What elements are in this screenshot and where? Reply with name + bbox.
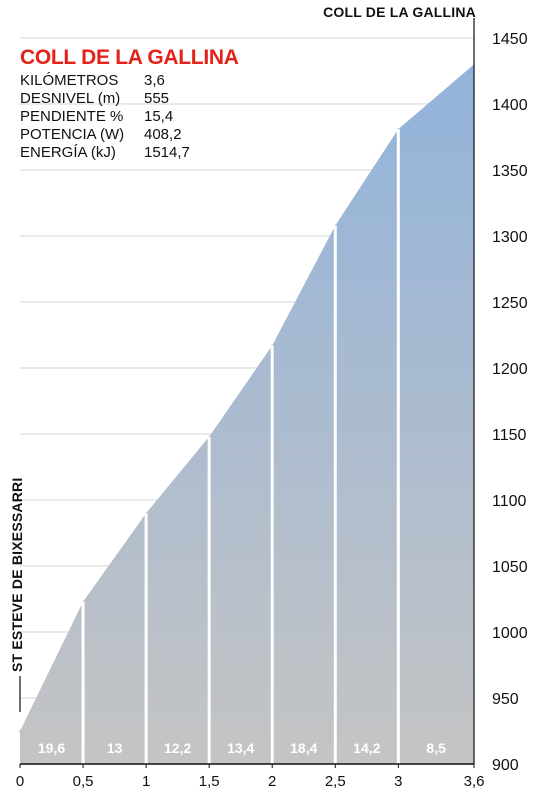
segment-gradient-label: 18,4 [290, 740, 317, 756]
y-tick-label: 1100 [492, 493, 527, 510]
stat-row: PENDIENTE % 15,4 [20, 108, 239, 126]
x-tick-label: 1 [142, 773, 150, 790]
segment-gradient-label: 14,2 [353, 740, 380, 756]
stat-value: 408,2 [144, 126, 182, 143]
segment-gradient-label: 8,5 [426, 740, 446, 756]
segment-gradient-label: 13,4 [227, 740, 254, 756]
x-tick-label: 1,5 [199, 773, 220, 790]
climb-info-panel: COLL DE LA GALLINA KILÓMETROS 3,6 DESNIVEL… [20, 46, 239, 162]
stat-row: DESNIVEL (m) 555 [20, 90, 239, 108]
stat-label: KILÓMETROS [20, 72, 119, 89]
stat-value: 3,6 [144, 72, 165, 89]
x-tick-label: 3,6 [464, 773, 485, 790]
profile-point [19, 730, 21, 732]
y-tick-label: 1250 [492, 295, 528, 312]
stat-value: 15,4 [144, 108, 174, 125]
stat-label: PENDIENTE % [20, 108, 124, 125]
y-tick-label: 1200 [492, 361, 528, 378]
stat-label: ENERGÍA (kJ) [20, 144, 116, 161]
y-tick-label: 1450 [492, 31, 528, 48]
x-tick-label: 0 [16, 773, 24, 790]
stat-label: POTENCIA (W) [20, 126, 125, 143]
stat-row: KILÓMETROS 3,6 [20, 72, 239, 90]
segment-gradient-label: 12,2 [164, 740, 191, 756]
elevation-area [20, 64, 474, 764]
x-tick-label: 2 [268, 773, 276, 790]
stat-value: 1514,7 [144, 144, 190, 161]
segment-gradient-label: 19,6 [38, 740, 65, 756]
climb-stats: KILÓMETROS 3,6 DESNIVEL (m) 555 PENDIENTE % 1… [20, 72, 239, 162]
y-tick-label: 950 [492, 691, 519, 708]
y-tick-label: 1350 [492, 163, 528, 180]
stat-row: ENERGÍA (kJ) 1514,7 [20, 144, 239, 162]
x-tick-label: 2,5 [325, 773, 346, 790]
start-label: ST ESTEVE DE BIXESSARRI [9, 477, 25, 672]
x-tick-label: 3 [394, 773, 402, 790]
stat-value: 555 [144, 90, 170, 107]
y-tick-label: 1300 [492, 229, 528, 246]
summit-label: COLL DE LA GALLINA [323, 4, 476, 20]
y-tick-label: 1150 [492, 427, 527, 444]
segment-gradient-label: 13 [107, 740, 123, 756]
x-tick-label: 0,5 [73, 773, 94, 790]
climb-title: COLL DE LA GALLINA [20, 46, 239, 69]
stat-label: DESNIVEL (m) [20, 90, 121, 107]
y-tick-label: 1000 [492, 625, 528, 642]
y-tick-label: 900 [492, 757, 519, 774]
y-tick-label: 1050 [492, 559, 528, 576]
stat-row: POTENCIA (W) 408,2 [20, 126, 239, 144]
y-tick-label: 1400 [492, 97, 528, 114]
